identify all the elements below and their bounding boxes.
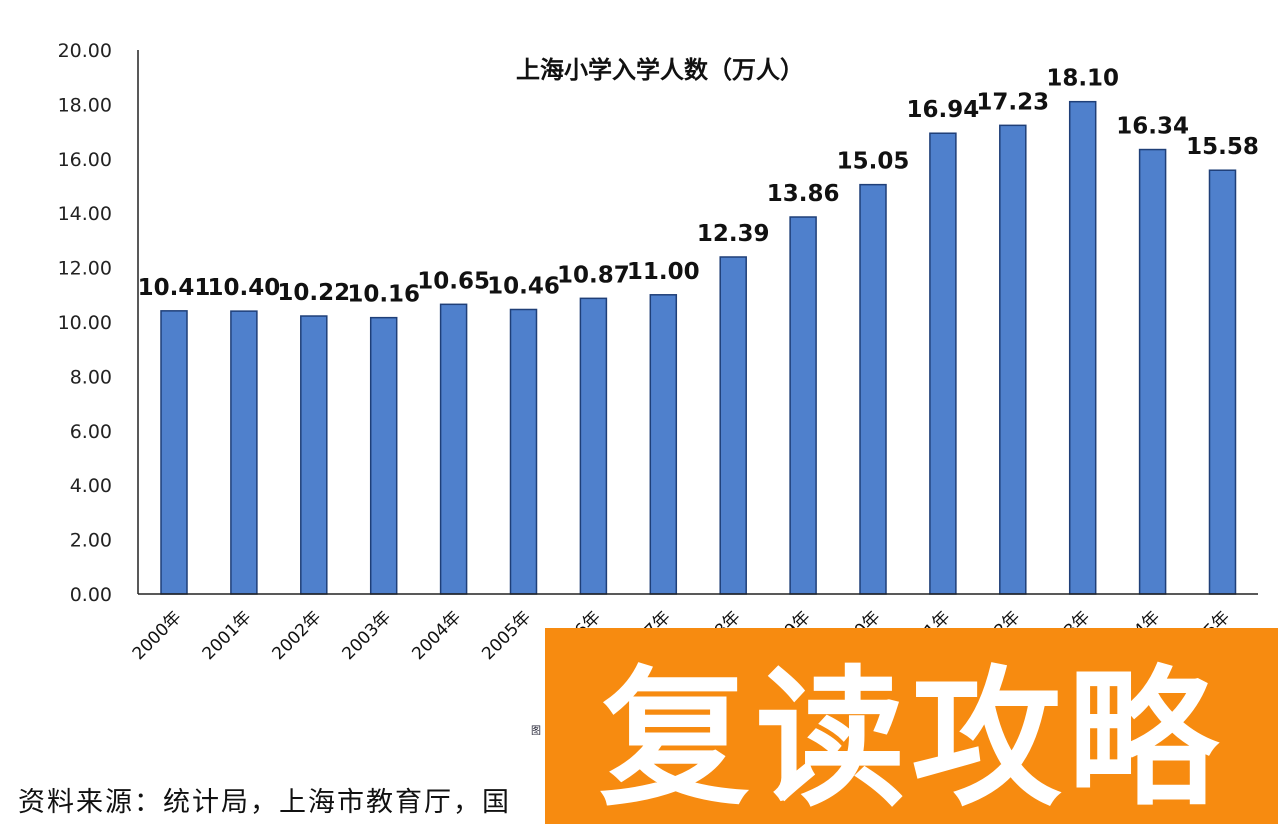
bar bbox=[509, 308, 538, 595]
data-label: 16.94 bbox=[907, 97, 980, 123]
data-label: 10.41 bbox=[138, 275, 211, 301]
bar bbox=[1138, 148, 1167, 595]
y-tick-label: 8.00 bbox=[70, 366, 112, 388]
y-tick-label: 10.00 bbox=[58, 312, 112, 334]
x-tick-label: 2001年 bbox=[199, 607, 256, 664]
bar bbox=[300, 315, 328, 595]
bar bbox=[1208, 169, 1237, 595]
x-tick-label: 2005年 bbox=[478, 607, 535, 664]
bars: 10.4110.4010.2210.1610.6510.4610.8711.00… bbox=[138, 66, 1259, 595]
data-label: 10.46 bbox=[487, 273, 560, 299]
y-tick-label: 0.00 bbox=[70, 584, 112, 606]
x-tick-label: 2002年 bbox=[269, 607, 326, 664]
source-text: 资料来源：统计局，上海市教育厅，国 bbox=[18, 787, 511, 818]
bar bbox=[859, 183, 887, 595]
bar bbox=[719, 256, 747, 595]
y-tick-label: 20.00 bbox=[58, 40, 112, 62]
data-label: 11.00 bbox=[627, 259, 700, 285]
data-label: 10.16 bbox=[347, 282, 420, 308]
watermark-text: 复读攻略 bbox=[599, 652, 1224, 827]
bar bbox=[1068, 100, 1097, 595]
data-label: 17.23 bbox=[976, 89, 1049, 115]
y-tick-label: 14.00 bbox=[58, 203, 112, 225]
data-label: 10.22 bbox=[277, 280, 350, 306]
data-label: 15.58 bbox=[1186, 134, 1259, 160]
y-tick-label: 6.00 bbox=[70, 421, 112, 443]
y-tick-label: 16.00 bbox=[58, 149, 112, 171]
watermark-banner: 复读攻略 bbox=[545, 628, 1278, 827]
x-tick-label: 2003年 bbox=[338, 607, 395, 664]
data-label: 10.40 bbox=[208, 275, 281, 301]
data-label: 13.86 bbox=[767, 181, 840, 207]
data-label: 15.05 bbox=[837, 149, 910, 175]
bar bbox=[789, 216, 817, 595]
bar bbox=[929, 132, 957, 595]
data-label: 10.87 bbox=[557, 262, 630, 288]
bar bbox=[160, 310, 188, 595]
data-label: 10.65 bbox=[417, 268, 490, 294]
bar bbox=[649, 294, 678, 595]
y-axis: 0.00 2.00 4.00 6.00 8.00 10.00 12.00 14.00 16.00… bbox=[58, 40, 139, 606]
bar bbox=[439, 303, 468, 595]
y-tick-label: 4.00 bbox=[70, 475, 112, 497]
bar bbox=[999, 124, 1027, 595]
data-label: 12.39 bbox=[697, 221, 770, 247]
y-tick-label: 12.00 bbox=[58, 258, 112, 280]
bar bbox=[230, 310, 258, 595]
data-label: 18.10 bbox=[1046, 66, 1119, 92]
figure-note: 图 bbox=[531, 726, 541, 737]
x-tick-label: 2000年 bbox=[129, 607, 186, 664]
x-tick-label: 2004年 bbox=[408, 607, 465, 664]
data-label: 16.34 bbox=[1116, 114, 1189, 140]
chart-title: 上海小学入学人数（万人） bbox=[516, 56, 804, 84]
y-tick-label: 18.00 bbox=[58, 94, 112, 116]
y-tick-label: 2.00 bbox=[70, 530, 112, 552]
bar bbox=[369, 316, 398, 595]
bar bbox=[579, 297, 608, 595]
